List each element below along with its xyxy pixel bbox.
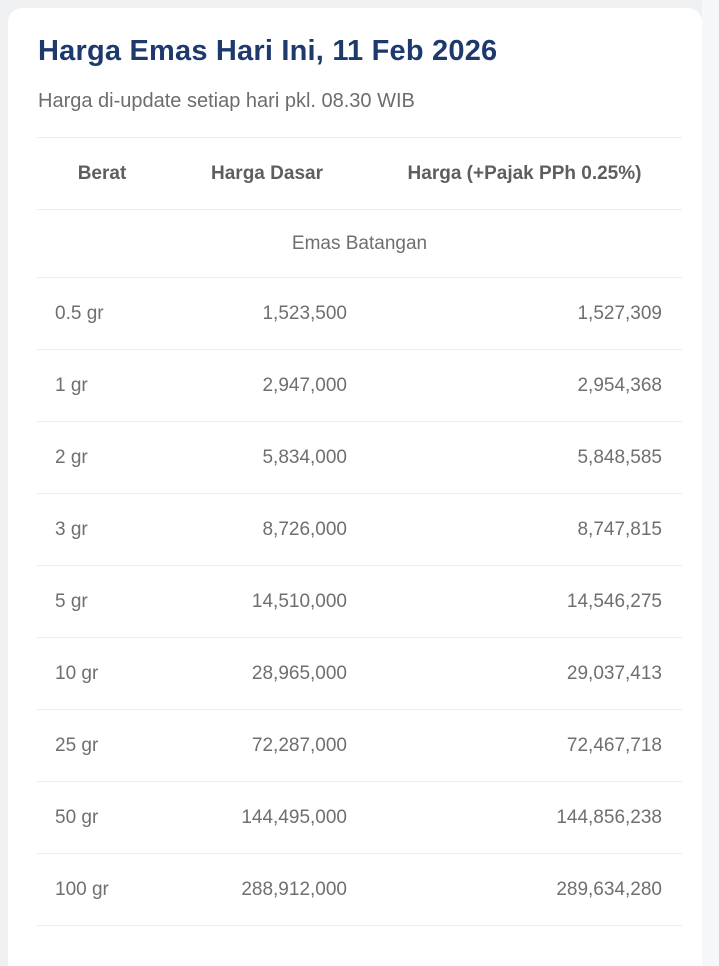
table-row: 25 gr 72,287,000 72,467,718 <box>37 710 682 782</box>
taxed-price-cell: 289,634,280 <box>556 878 662 900</box>
table-row: 1 gr 2,947,000 2,954,368 <box>37 350 682 422</box>
taxed-price-cell: 5,848,585 <box>577 446 662 468</box>
base-price-cell: 144,495,000 <box>241 806 347 828</box>
weight-cell: 50 gr <box>55 806 99 828</box>
scrollbar-track[interactable] <box>702 0 719 966</box>
base-price-cell: 2,947,000 <box>262 374 347 396</box>
update-schedule-note: Harga di-update setiap hari pkl. 08.30 W… <box>38 90 415 112</box>
taxed-price-cell: 8,747,815 <box>577 518 662 540</box>
weight-cell: 2 gr <box>55 446 88 468</box>
gold-price-card: Harga Emas Hari Ini, 11 Feb 2026 Harga d… <box>8 8 702 966</box>
weight-cell: 100 gr <box>55 878 109 900</box>
section-row: Emas Batangan <box>37 210 682 278</box>
table-row: 3 gr 8,726,000 8,747,815 <box>37 494 682 566</box>
base-price-cell: 8,726,000 <box>262 518 347 540</box>
table-header-row: Berat Harga Dasar Harga (+Pajak PPh 0.25… <box>37 138 682 210</box>
weight-cell: 3 gr <box>55 518 88 540</box>
section-label: Emas Batangan <box>291 232 428 254</box>
base-price-cell: 28,965,000 <box>251 662 347 684</box>
taxed-price-cell: 29,037,413 <box>566 662 662 684</box>
base-price-cell: 5,834,000 <box>262 446 347 468</box>
weight-cell: 1 gr <box>55 374 88 396</box>
gold-price-table: Berat Harga Dasar Harga (+Pajak PPh 0.25… <box>37 137 682 926</box>
column-header-harga-pajak: Harga (+Pajak PPh 0.25%) <box>407 162 642 184</box>
taxed-price-cell: 72,467,718 <box>566 734 662 756</box>
weight-cell: 25 gr <box>55 734 99 756</box>
table-row: 5 gr 14,510,000 14,546,275 <box>37 566 682 638</box>
weight-cell: 5 gr <box>55 590 88 612</box>
taxed-price-cell: 1,527,309 <box>577 302 662 324</box>
table-row: 2 gr 5,834,000 5,848,585 <box>37 422 682 494</box>
table-row: 100 gr 288,912,000 289,634,280 <box>37 854 682 926</box>
taxed-price-cell: 14,546,275 <box>566 590 662 612</box>
table-row: 50 gr 144,495,000 144,856,238 <box>37 782 682 854</box>
base-price-cell: 1,523,500 <box>262 302 347 324</box>
page-title: Harga Emas Hari Ini, 11 Feb 2026 <box>38 35 498 67</box>
taxed-price-cell: 2,954,368 <box>577 374 662 396</box>
weight-cell: 0.5 gr <box>55 302 104 324</box>
table-row: 10 gr 28,965,000 29,037,413 <box>37 638 682 710</box>
base-price-cell: 14,510,000 <box>251 590 347 612</box>
weight-cell: 10 gr <box>55 662 99 684</box>
taxed-price-cell: 144,856,238 <box>556 806 662 828</box>
base-price-cell: 72,287,000 <box>251 734 347 756</box>
table-row: 0.5 gr 1,523,500 1,527,309 <box>37 278 682 350</box>
column-header-berat: Berat <box>77 162 127 184</box>
base-price-cell: 288,912,000 <box>241 878 347 900</box>
column-header-harga-dasar: Harga Dasar <box>211 162 323 184</box>
